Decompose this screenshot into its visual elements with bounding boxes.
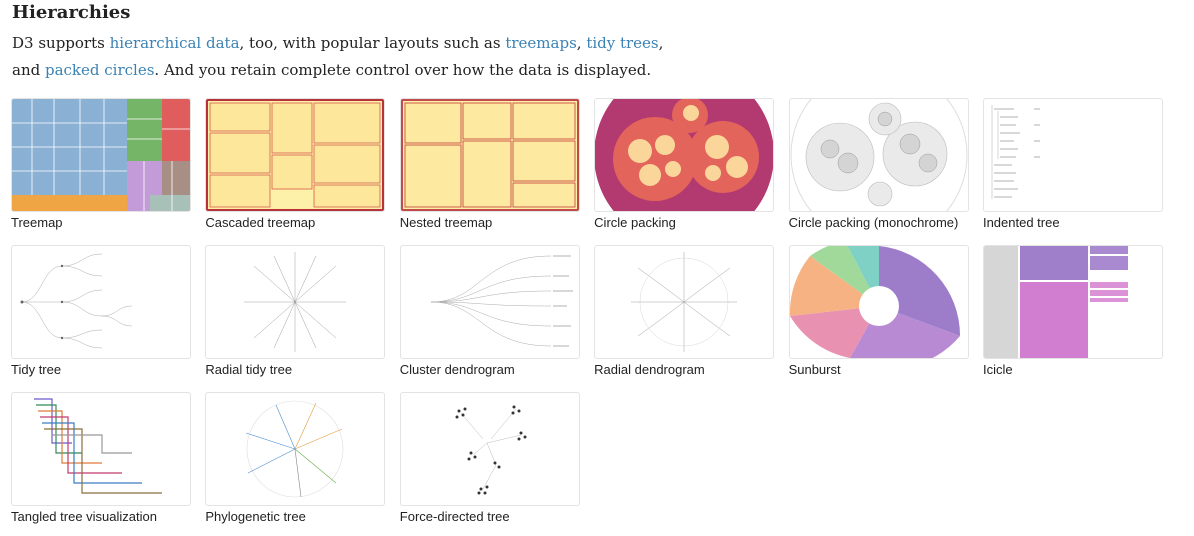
example-card-circle-packing[interactable]: Circle packing <box>594 98 775 235</box>
example-card-sunburst[interactable]: Sunburst <box>788 245 969 382</box>
example-label: Force-directed tree <box>399 509 510 524</box>
example-card-cascaded-treemap[interactable]: Cascaded treemap <box>205 98 386 235</box>
example-label: Tidy tree <box>11 362 62 377</box>
example-label: Phylogenetic tree <box>205 509 306 524</box>
intro-text: , <box>658 34 664 52</box>
phylogenetic-tree-thumbnail <box>205 392 386 506</box>
intro-text: D3 supports <box>12 34 110 52</box>
cluster-dendrogram-preview <box>430 255 573 347</box>
example-card-radial-tidy-tree[interactable]: Radial tidy tree <box>205 245 386 382</box>
examples-grid: Treemap Cascaded treemap <box>11 98 1163 529</box>
example-card-radial-dendrogram[interactable]: Radial dendrogram <box>594 245 775 382</box>
packed-circles-link[interactable]: packed circles <box>44 61 155 79</box>
example-card-nested-treemap[interactable]: Nested treemap <box>399 98 580 235</box>
treemaps-link[interactable]: treemaps <box>505 34 577 52</box>
example-label: Cluster dendrogram <box>399 362 515 377</box>
intro-text: , too, with popular layouts such as <box>239 34 506 52</box>
indented-tree-preview <box>991 105 1040 199</box>
tidy-trees-link[interactable]: tidy trees <box>586 34 659 52</box>
hierarchical-data-link[interactable]: hierarchical data <box>109 34 240 52</box>
tidy-tree-thumbnail <box>11 245 191 359</box>
tangled-tree-visualization-thumbnail <box>11 392 191 506</box>
example-label: Cascaded treemap <box>205 215 316 230</box>
example-label: Circle packing (monochrome) <box>788 215 959 230</box>
nested-treemap-preview <box>400 99 579 211</box>
example-label: Radial dendrogram <box>594 362 705 377</box>
example-card-cluster-dendrogram[interactable]: Cluster dendrogram <box>399 245 580 382</box>
circle-packing-monochrome-preview <box>790 99 968 211</box>
cascaded-treemap-preview <box>206 99 385 211</box>
cascaded-treemap-thumbnail <box>205 98 386 212</box>
example-label: Radial tidy tree <box>205 362 293 377</box>
example-label: Sunburst <box>788 362 841 377</box>
radial-dendrogram-preview <box>631 252 738 352</box>
example-card-circle-packing-monochrome[interactable]: Circle packing (monochrome) <box>788 98 969 235</box>
example-label: Circle packing <box>594 215 676 230</box>
section-intro: D3 supports hierarchical data, too, with… <box>12 30 712 84</box>
example-label: Indented tree <box>982 215 1060 230</box>
example-label: Treemap <box>11 215 63 230</box>
example-label: Icicle <box>982 362 1013 377</box>
section-heading: Hierarchies <box>12 2 131 23</box>
circle-packing-monochrome-thumbnail <box>788 98 969 212</box>
example-card-tidy-tree[interactable]: Tidy tree <box>11 245 191 382</box>
radial-dendrogram-thumbnail <box>594 245 775 359</box>
force-directed-tree-thumbnail <box>399 392 580 506</box>
intro-text: . And you retain complete control over h… <box>154 61 652 79</box>
icicle-thumbnail <box>982 245 1163 359</box>
intro-text: , <box>576 34 587 52</box>
icicle-preview <box>983 246 1128 358</box>
indented-tree-thumbnail <box>982 98 1163 212</box>
example-card-indented-tree[interactable]: Indented tree <box>982 98 1163 235</box>
treemap-preview <box>12 99 190 211</box>
radial-tidy-tree-thumbnail <box>205 245 386 359</box>
circle-packing-preview <box>595 99 774 211</box>
example-label: Tangled tree visualization <box>11 509 157 524</box>
sunburst-thumbnail <box>788 245 969 359</box>
intro-text: and <box>12 61 45 79</box>
example-label: Nested treemap <box>399 215 493 230</box>
example-card-tangled-tree-visualization[interactable]: Tangled tree visualization <box>11 392 191 529</box>
cluster-dendrogram-thumbnail <box>399 245 580 359</box>
example-card-phylogenetic-tree[interactable]: Phylogenetic tree <box>205 392 386 529</box>
nested-treemap-thumbnail <box>399 98 580 212</box>
treemap-thumbnail <box>11 98 191 212</box>
tangled-tree-visualization-preview <box>34 398 162 494</box>
example-card-icicle[interactable]: Icicle <box>982 245 1163 382</box>
example-card-force-directed-tree[interactable]: Force-directed tree <box>399 392 580 529</box>
tidy-tree-preview <box>20 253 133 349</box>
force-directed-tree-preview <box>455 405 527 495</box>
phylogenetic-tree-preview <box>246 400 344 498</box>
circle-packing-thumbnail <box>594 98 775 212</box>
example-card-treemap[interactable]: Treemap <box>11 98 191 235</box>
sunburst-preview <box>789 246 960 358</box>
radial-tidy-tree-preview <box>244 252 347 352</box>
